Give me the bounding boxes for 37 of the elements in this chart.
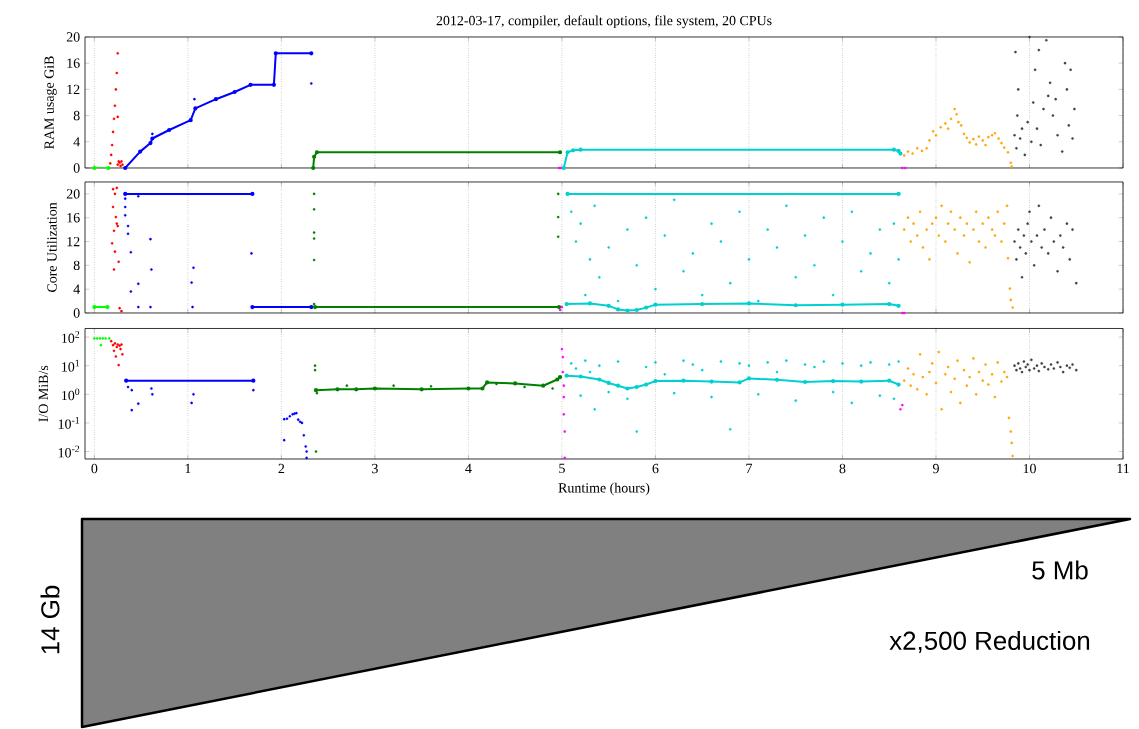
y-tick-label: 10$^{-1}$	[58, 417, 80, 429]
x-tick-label: 3	[372, 463, 378, 474]
y-tick-label: 10$^{-2}$	[58, 445, 80, 458]
y-tick-label: 8	[73, 110, 80, 121]
x-tick-label: 10	[1023, 463, 1036, 474]
text: x2,500 Reduction	[889, 630, 1090, 654]
y-tick-label: 0	[73, 308, 80, 318]
text: 14 Gb	[40, 585, 60, 654]
chart-title: 2012-03-17, compiler, default options, file system, 20 CPUs	[436, 15, 772, 29]
y-tick-label: 16	[67, 213, 80, 223]
y-tick-label: 20	[66, 32, 80, 42]
y-axis-title: RAM usage GiB	[44, 56, 57, 149]
x-tick-label: 5	[559, 463, 565, 474]
x-tick-label: 7	[746, 463, 753, 473]
y-tick-label: 20	[66, 189, 80, 199]
x-tick-label: 9	[932, 463, 939, 474]
y-tick-label: 0	[73, 163, 80, 173]
x-tick-label: 11	[1117, 463, 1129, 474]
y-tick-label: 8	[73, 260, 80, 271]
x-tick-label: 8	[839, 463, 846, 474]
x-tick-label: 6	[652, 463, 659, 474]
y-tick-label: 10$^{1}$	[62, 359, 80, 372]
y-tick-label: 10$^{2}$	[62, 331, 80, 343]
x-tick-label: 4	[465, 463, 472, 474]
y-tick-label: 4	[73, 284, 80, 294]
x-tick-label: 1	[185, 463, 191, 474]
text: 5 Mb	[1032, 560, 1088, 580]
y-tick-label: 4	[73, 137, 80, 147]
x-tick-label: 0	[91, 463, 98, 474]
y-axis-title: I/O MiB/s	[38, 365, 49, 422]
y-tick-label: 12	[67, 84, 80, 94]
x-tick-label: 2	[278, 463, 285, 474]
y-axis-title: Core Utilization	[46, 202, 57, 293]
y-tick-label: 12	[67, 236, 80, 247]
y-tick-label: 10$^{0}$	[62, 388, 80, 401]
y-tick-label: 16	[67, 58, 80, 68]
x-axis-title: Runtime (hours)	[558, 482, 650, 496]
